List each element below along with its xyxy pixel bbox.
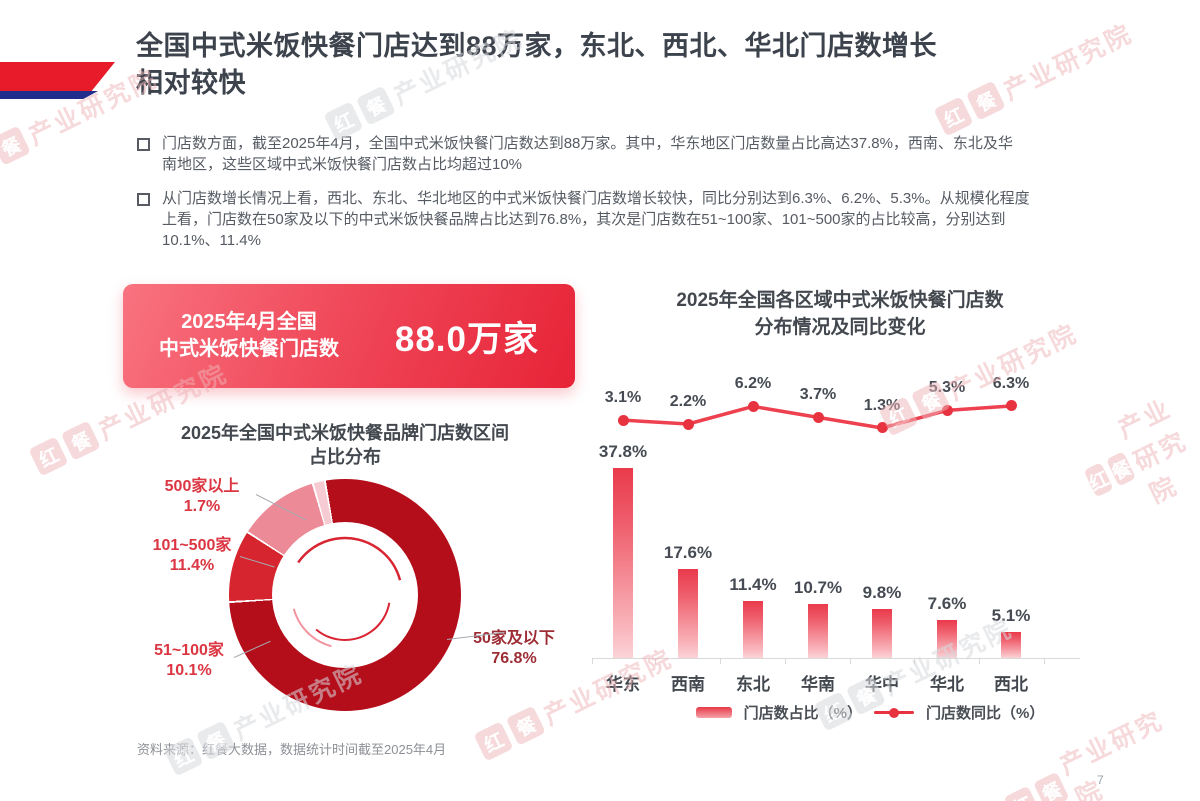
- donut-hole: [272, 522, 418, 668]
- category-label: 西南: [671, 675, 705, 694]
- highlight-card-value: 88.0万家: [394, 319, 539, 359]
- chart-legend: 门店数占比（%） 门店数同比（%）: [590, 702, 1150, 723]
- category-label: 华中: [865, 675, 899, 694]
- axis-tick: [914, 658, 915, 664]
- axis-tick: [979, 658, 980, 664]
- donut-label-101-500: 101~500家 11.4%: [152, 537, 232, 574]
- combo-chart-title: 2025年全国各区域中式米饭快餐门店数 分布情况及同比变化: [676, 290, 1004, 338]
- donut-inner-arcs: [286, 536, 404, 654]
- watermark-logo-icon: 餐: [1032, 771, 1070, 801]
- line-point: [682, 418, 694, 430]
- bullet-item: 门店数方面，截至2025年4月，全国中式米饭快餐门店数达到88万家。其中，华东地…: [137, 133, 1177, 175]
- page-number: 7: [1097, 773, 1104, 787]
- x-axis: [592, 658, 1080, 659]
- bar: [872, 608, 892, 658]
- category-label: 西北: [994, 675, 1028, 694]
- line-point: [617, 414, 629, 426]
- legend-line-label: 门店数同比（%）: [926, 705, 1045, 722]
- bar: [613, 467, 633, 658]
- bullet-marker-icon: [137, 138, 150, 151]
- page-title-line2: 相对较快: [136, 68, 246, 98]
- axis-tick: [592, 658, 593, 664]
- bullet-item: 从门店数增长情况上看，西北、东北、华北地区的中式米饭快餐门店数增长较快，同比分别…: [137, 188, 1177, 251]
- bar: [1001, 632, 1021, 658]
- summary-bullets: 门店数方面，截至2025年4月，全国中式米饭快餐门店数达到88万家。其中，华东地…: [137, 133, 1177, 264]
- line-point-label: 6.2%: [734, 375, 772, 393]
- highlight-card: 2025年4月全国 中式米饭快餐门店数 88.0万家: [123, 284, 575, 388]
- header-ribbon-blue: [0, 91, 98, 99]
- line-point-label: 5.3%: [928, 379, 966, 397]
- bar-value-label: 37.8%: [598, 441, 648, 461]
- legend-bar-label: 门店数占比（%）: [743, 705, 862, 722]
- line-point-label: 1.3%: [863, 396, 901, 414]
- source-note: 资料来源：红餐大数据，数据统计时间截至2025年4月: [137, 742, 447, 757]
- line-point: [1005, 400, 1017, 412]
- bar: [808, 604, 828, 658]
- line-point: [941, 404, 953, 416]
- line-point: [876, 422, 888, 434]
- bar-value-label: 11.4%: [729, 574, 777, 594]
- watermark-logo-icon: 红: [473, 721, 514, 762]
- page-title-line1: 全国中式米饭快餐门店达到88万家，东北、西北、华北门店数增长: [136, 31, 938, 61]
- axis-tick: [655, 658, 656, 664]
- category-label: 东北: [736, 675, 770, 694]
- bullet-marker-icon: [137, 193, 150, 206]
- donut-label-51-100: 51~100家 10.1%: [154, 642, 224, 679]
- axis-tick: [850, 658, 851, 664]
- watermark-logo-icon: 红: [1003, 785, 1041, 801]
- line-point: [812, 411, 824, 423]
- legend-line-dot: [889, 707, 899, 718]
- watermark-logo-icon: 红: [28, 436, 69, 477]
- bar-value-label: 9.8%: [862, 582, 902, 602]
- category-label: 华东: [606, 675, 640, 694]
- watermark-logo-icon: 餐: [60, 420, 101, 461]
- watermark-logo-icon: 餐: [0, 125, 31, 166]
- axis-tick: [720, 658, 721, 664]
- bar-value-label: 10.7%: [793, 578, 843, 598]
- line-point-label: 6.3%: [992, 374, 1030, 392]
- donut-chart: [229, 479, 461, 711]
- line-point: [747, 400, 759, 412]
- bar: [937, 619, 957, 658]
- bullet-text: 门店数方面，截至2025年4月，全国中式米饭快餐门店数达到88万家。其中，华东地…: [162, 135, 1013, 173]
- bar-value-label: 7.6%: [927, 593, 967, 613]
- line-point-label: 3.1%: [604, 389, 642, 407]
- axis-tick: [1044, 658, 1045, 664]
- category-label: 华北: [930, 675, 964, 694]
- donut-chart-title: 2025年全国中式米饭快餐品牌门店数区间 占比分布: [180, 423, 510, 467]
- donut-label-500plus: 500家以上 1.7%: [164, 478, 240, 515]
- highlight-card-label: 2025年4月全国 中式米饭快餐门店数: [159, 311, 339, 360]
- bar-value-label: 5.1%: [991, 606, 1031, 626]
- line-point-label: 3.7%: [799, 386, 837, 404]
- legend-bar-swatch: [695, 707, 732, 718]
- watermark-logo-icon: 红: [933, 96, 974, 137]
- category-label: 华南: [801, 675, 835, 694]
- bar-value-label: 17.6%: [663, 543, 713, 563]
- bar: [678, 569, 698, 658]
- header-ribbon-red: [0, 62, 115, 92]
- page-title: 全国中式米饭快餐门店达到88万家，东北、西北、华北门店数增长 相对较快: [136, 28, 1096, 102]
- legend-line-swatch: [874, 707, 914, 718]
- axis-tick: [785, 658, 786, 664]
- bullet-text: 从门店数增长情况上看，西北、东北、华北地区的中式米饭快餐门店数增长较快，同比分别…: [162, 190, 1030, 249]
- line-point-label: 2.2%: [669, 393, 707, 411]
- combo-chart: 门店数占比（%） 门店数同比（%） 37.8% 华东 17.6% 西南 11.4% 东北 1…: [590, 370, 1150, 735]
- watermark-logo-icon: 餐: [505, 705, 546, 746]
- bar: [743, 600, 763, 658]
